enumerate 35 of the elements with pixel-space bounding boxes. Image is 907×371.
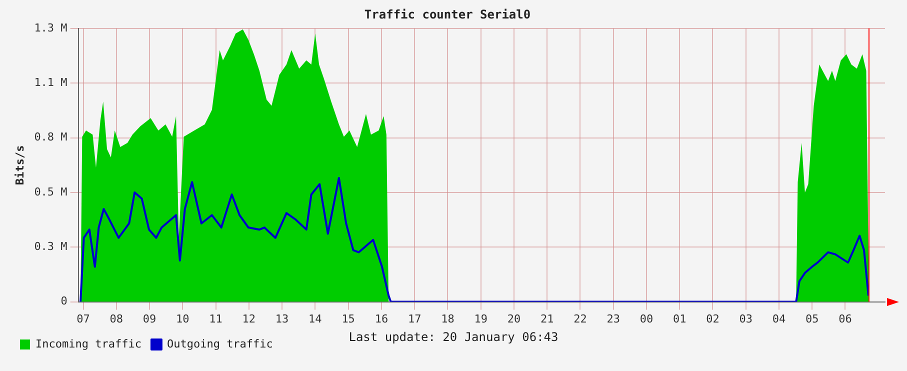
text: Last update: 20 January 06:43 [348, 330, 558, 344]
chart-title: Traffic counter Serial0 [364, 7, 531, 22]
x-tick-label: 10 [176, 312, 190, 326]
x-tick-label: 17 [408, 312, 422, 326]
x-tick-label: 03 [739, 312, 752, 326]
x-tick-label: 22 [574, 312, 587, 326]
x-tick-label: 02 [706, 312, 720, 326]
legend-label: Outgoing traffic [166, 337, 273, 350]
x-tick-label: 12 [242, 312, 256, 326]
y-tick-label: 0.8 M [34, 130, 68, 144]
x-tick-label: 07 [76, 312, 90, 326]
x-tick-label: 06 [838, 312, 852, 326]
x-tick-label: 19 [474, 312, 488, 326]
y-tick-label: 1.1 M [34, 76, 68, 89]
y-tick-label: 0.5 M [34, 185, 68, 198]
x-tick-label: 20 [507, 312, 521, 326]
x-tick-label: 00 [640, 312, 654, 326]
x-tick-label: 04 [772, 312, 786, 326]
x-tick-label: 05 [805, 312, 819, 326]
y-tick-label: 0 [60, 294, 68, 308]
x-tick-label: 11 [209, 312, 222, 326]
x-tick-label: 23 [606, 312, 620, 326]
x-tick-label: 15 [342, 312, 355, 326]
x-tick-label: 18 [441, 312, 454, 326]
y-tick-label: 1.3 M [34, 21, 68, 34]
x-tick-label: 09 [142, 312, 156, 326]
y-axis-title: Bits/s [13, 145, 26, 185]
x-tick-label: 08 [110, 312, 124, 326]
y-tick-label: 0.3 M [34, 240, 68, 253]
x-tick-label: 21 [540, 312, 554, 326]
x-tick-label: 14 [308, 312, 322, 326]
x-tick-label: 16 [374, 312, 388, 326]
legend-label: Incoming traffic [36, 337, 142, 350]
x-tick-label: 13 [275, 312, 289, 326]
x-tick-label: 01 [672, 312, 686, 326]
